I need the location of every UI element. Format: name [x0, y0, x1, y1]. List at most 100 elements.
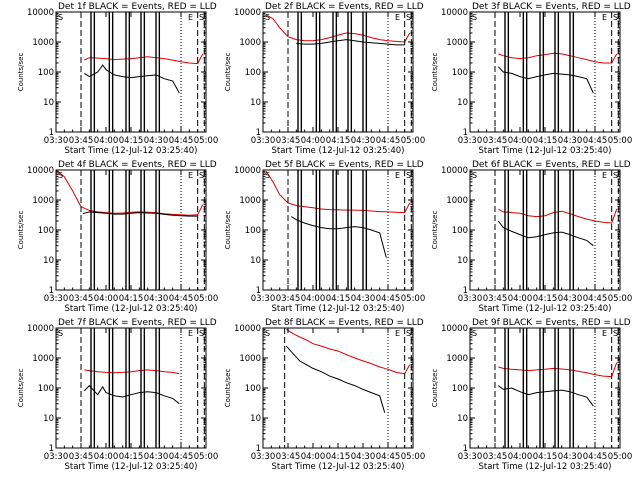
- y-tick-label: 100: [245, 68, 261, 78]
- plot-frame: [262, 327, 414, 449]
- x-tick-label: 04:00: [301, 452, 326, 462]
- x-tick-label: 04:45: [376, 452, 401, 462]
- flag-label: E: [395, 171, 400, 180]
- y-tick-label: 1000: [446, 354, 468, 364]
- flag-label: S: [265, 329, 270, 338]
- y-tick-label: 10000: [441, 166, 468, 176]
- y-tick-label: 1: [49, 286, 54, 296]
- x-tick-label: 04:45: [376, 294, 401, 304]
- x-tick-label: 03:30: [44, 452, 69, 462]
- plot-frame: [469, 169, 621, 291]
- flag-label: E: [602, 329, 607, 338]
- flag-label: S: [406, 329, 411, 338]
- y-tick-label: 10000: [441, 8, 468, 18]
- plot-frame: [469, 11, 621, 133]
- flag-label: E: [395, 329, 400, 338]
- x-tick-label: 03:30: [251, 452, 276, 462]
- y-tick-label: 100: [452, 68, 468, 78]
- x-tick-label: 03:45: [69, 452, 94, 462]
- events-series-line: [497, 220, 594, 247]
- x-tick-label: 03:45: [483, 452, 508, 462]
- lld-series-line: [498, 208, 618, 224]
- x-tick-label: 04:45: [376, 136, 401, 146]
- y-tick-label: 1: [49, 128, 54, 138]
- x-tick-label: 03:30: [458, 294, 483, 304]
- y-tick-label: 10: [43, 256, 54, 266]
- y-tick-label: 10: [43, 98, 54, 108]
- x-tick-label: 03:45: [69, 136, 94, 146]
- x-axis-label: Start Time (12-Jul-12 03:25:40): [272, 146, 405, 156]
- lld-series-line: [84, 53, 204, 65]
- y-tick-label: 1: [463, 444, 468, 454]
- panel-title: Det 9f BLACK = Events, RED = LLD: [472, 318, 631, 328]
- y-tick-label: 1000: [446, 196, 468, 206]
- panel-title: Det 6f BLACK = Events, RED = LLD: [472, 160, 631, 170]
- y-tick-label: 1: [463, 128, 468, 138]
- y-tick-label: 100: [38, 384, 54, 394]
- y-axis-label: Counts/sec: [224, 53, 232, 92]
- flag-label: S: [613, 329, 618, 338]
- events-series-line: [82, 211, 198, 217]
- events-series-line: [84, 64, 180, 94]
- flag-label: S: [199, 13, 204, 22]
- y-tick-label: 10000: [234, 8, 261, 18]
- flag-label: S: [265, 13, 270, 22]
- x-tick-label: 05:00: [608, 294, 633, 304]
- y-tick-label: 10: [250, 256, 261, 266]
- x-axis-label: Start Time (12-Jul-12 03:25:40): [272, 304, 405, 314]
- x-tick-label: 04:15: [119, 294, 144, 304]
- events-series-line: [296, 39, 405, 46]
- y-tick-label: 1: [463, 286, 468, 296]
- y-axis-label: Counts/sec: [17, 53, 25, 92]
- flag-label: S: [472, 171, 477, 180]
- flag-label: E: [188, 13, 193, 22]
- panel-title: Det 7f BLACK = Events, RED = LLD: [58, 318, 217, 328]
- x-tick-label: 04:15: [119, 136, 144, 146]
- x-tick-label: 05:00: [401, 452, 426, 462]
- panel-title: Det 8f BLACK = Events, RED = LLD: [265, 318, 424, 328]
- x-tick-label: 05:00: [401, 136, 426, 146]
- lld-series-line: [84, 369, 180, 375]
- y-tick-label: 10: [457, 98, 468, 108]
- flag-label: S: [613, 13, 618, 22]
- x-tick-label: 04:00: [508, 452, 533, 462]
- x-tick-label: 04:15: [326, 136, 351, 146]
- lld-series-line: [498, 52, 618, 64]
- x-tick-label: 05:00: [401, 294, 426, 304]
- x-tick-label: 05:00: [608, 136, 633, 146]
- x-tick-label: 05:00: [194, 452, 219, 462]
- y-tick-label: 100: [38, 68, 54, 78]
- y-tick-label: 1: [256, 128, 261, 138]
- y-axis-label: Counts/sec: [224, 211, 232, 250]
- y-tick-label: 10: [457, 414, 468, 424]
- events-series-line: [497, 66, 594, 94]
- panel-title: Det 2f BLACK = Events, RED = LLD: [265, 2, 424, 12]
- x-tick-label: 03:30: [44, 294, 69, 304]
- y-tick-label: 10000: [234, 166, 261, 176]
- panel-title: Det 4f BLACK = Events, RED = LLD: [58, 160, 217, 170]
- x-tick-label: 03:45: [276, 452, 301, 462]
- x-tick-label: 03:30: [458, 136, 483, 146]
- y-tick-label: 100: [38, 226, 54, 236]
- flag-label: S: [406, 171, 411, 180]
- lld-series-line: [498, 362, 618, 378]
- x-tick-label: 04:00: [301, 136, 326, 146]
- events-series-line: [497, 385, 594, 407]
- y-tick-label: 1000: [446, 38, 468, 48]
- x-tick-label: 05:00: [194, 136, 219, 146]
- y-axis-label: Counts/sec: [431, 53, 439, 92]
- y-tick-label: 10: [250, 98, 261, 108]
- y-tick-label: 10: [250, 414, 261, 424]
- plot-frame: [469, 327, 621, 449]
- plot-frame: [262, 169, 414, 291]
- x-tick-label: 04:30: [351, 294, 376, 304]
- x-tick-label: 04:00: [94, 136, 119, 146]
- flag-label: S: [199, 329, 204, 338]
- x-tick-label: 04:45: [583, 136, 608, 146]
